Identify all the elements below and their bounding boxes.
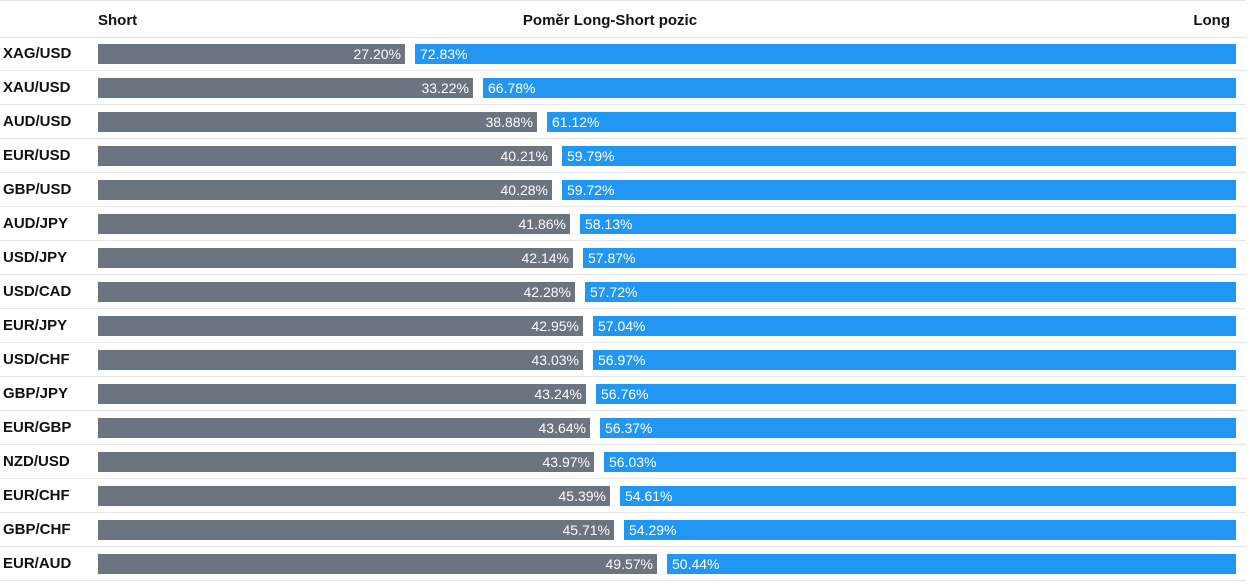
long-bar: 50.44% (667, 554, 1236, 574)
long-bar: 54.61% (620, 486, 1236, 506)
long-bar: 61.12% (547, 112, 1236, 132)
short-bar: 27.20% (98, 44, 405, 64)
short-bar: 40.28% (98, 180, 552, 200)
short-bar: 49.57% (98, 554, 657, 574)
pair-row: NZD/USD 43.97% 56.03% (0, 445, 1246, 479)
pair-row: GBP/JPY 43.24% 56.76% (0, 377, 1246, 411)
short-bar: 45.39% (98, 486, 610, 506)
long-bar: 59.79% (562, 146, 1236, 166)
short-column-label: Short (98, 12, 138, 29)
long-bar: 57.72% (585, 282, 1236, 302)
pair-label: USD/CAD (3, 283, 72, 300)
long-bar: 72.83% (415, 44, 1236, 64)
long-bar: 54.29% (624, 520, 1236, 540)
pair-row: EUR/AUD 49.57% 50.44% (0, 547, 1246, 581)
pair-row: AUD/USD 38.88% 61.12% (0, 105, 1246, 139)
pair-row: EUR/GBP 43.64% 56.37% (0, 411, 1246, 445)
pair-row: GBP/USD 40.28% 59.72% (0, 173, 1246, 207)
pair-row: XAU/USD 33.22% 66.78% (0, 71, 1246, 105)
short-bar: 43.03% (98, 350, 583, 370)
long-bar: 59.72% (562, 180, 1236, 200)
short-bar: 43.97% (98, 452, 594, 472)
short-bar: 38.88% (98, 112, 537, 132)
pair-label: EUR/GBP (3, 419, 72, 436)
pair-row: EUR/JPY 42.95% 57.04% (0, 309, 1246, 343)
pair-label: AUD/USD (3, 113, 72, 130)
pair-label: XAU/USD (3, 79, 71, 96)
chart-header: Short Poměr Long-Short pozic Long (0, 0, 1246, 38)
pair-label: XAG/USD (3, 45, 72, 62)
short-bar: 45.71% (98, 520, 614, 540)
short-bar: 42.95% (98, 316, 583, 336)
pair-row: AUD/JPY 41.86% 58.13% (0, 207, 1246, 241)
pair-label: GBP/JPY (3, 385, 69, 402)
long-column-label: Long (1193, 12, 1230, 29)
long-bar: 58.13% (580, 214, 1236, 234)
pair-row: USD/JPY 42.14% 57.87% (0, 241, 1246, 275)
short-bar: 33.22% (98, 78, 473, 98)
pair-row: EUR/USD 40.21% 59.79% (0, 139, 1246, 173)
pair-label: EUR/CHF (3, 487, 70, 504)
long-bar: 57.87% (583, 248, 1236, 268)
pair-rows: XAG/USD 27.20% 72.83% XAU/USD 33.22% 66.78% AU… (0, 37, 1246, 581)
short-bar: 41.86% (98, 214, 570, 234)
short-bar: 42.28% (98, 282, 575, 302)
short-bar: 43.64% (98, 418, 590, 438)
pair-label: NZD/USD (3, 453, 70, 470)
long-bar: 66.78% (483, 78, 1236, 98)
long-bar: 56.97% (593, 350, 1236, 370)
pair-label: EUR/JPY (3, 317, 68, 334)
pair-label: EUR/USD (3, 147, 71, 164)
long-bar: 56.37% (600, 418, 1236, 438)
long-bar: 57.04% (593, 316, 1236, 336)
pair-row: XAG/USD 27.20% 72.83% (0, 37, 1246, 71)
short-bar: 40.21% (98, 146, 552, 166)
pair-row: USD/CHF 43.03% 56.97% (0, 343, 1246, 377)
pair-label: USD/CHF (3, 351, 70, 368)
short-bar: 43.24% (98, 384, 586, 404)
long-bar: 56.03% (604, 452, 1236, 472)
long-bar: 56.76% (596, 384, 1236, 404)
pair-row: USD/CAD 42.28% 57.72% (0, 275, 1246, 309)
pair-label: GBP/USD (3, 181, 72, 198)
pair-row: GBP/CHF 45.71% 54.29% (0, 513, 1246, 547)
pair-label: GBP/CHF (3, 521, 71, 538)
pair-label: AUD/JPY (3, 215, 69, 232)
chart-title: Poměr Long-Short pozic (522, 12, 698, 29)
short-bar: 42.14% (98, 248, 573, 268)
pair-label: EUR/AUD (3, 555, 72, 572)
pair-label: USD/JPY (3, 249, 68, 266)
pair-row: EUR/CHF 45.39% 54.61% (0, 479, 1246, 513)
